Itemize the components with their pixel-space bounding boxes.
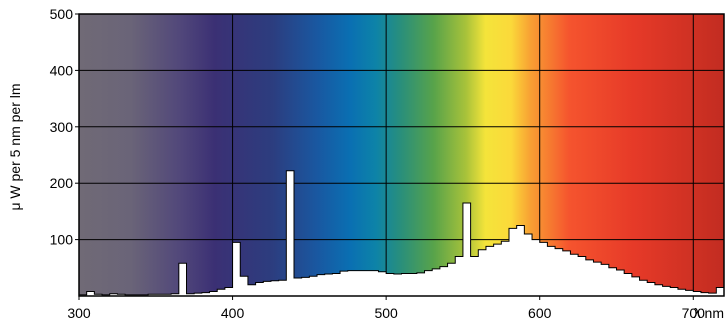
y-tick-label-300: 300 [50,119,74,135]
x-tick-label-400: 400 [221,305,245,321]
x-tick-label-700: 700 [682,305,706,321]
spectral-power-area [79,170,724,296]
y-axis-label: μ W per 5 nm per lm [7,83,23,210]
y-axis-ticks: 100 200 300 400 500 [50,6,79,248]
y-tick-label-100: 100 [50,232,74,248]
y-tick-label-500: 500 [50,6,74,22]
grid-lines [79,14,724,296]
x-tick-label-300: 300 [67,305,91,321]
y-tick-label-200: 200 [50,175,74,191]
spectral-power-step-area [79,170,724,296]
x-axis-ticks: 300 400 500 600 700 [67,296,705,321]
y-tick-label-400: 400 [50,62,74,78]
x-tick-label-600: 600 [528,305,552,321]
x-tick-label-500: 500 [374,305,398,321]
plot-background [79,14,724,296]
x-axis-label: λ nm [694,305,724,321]
plot-frame [78,13,725,297]
